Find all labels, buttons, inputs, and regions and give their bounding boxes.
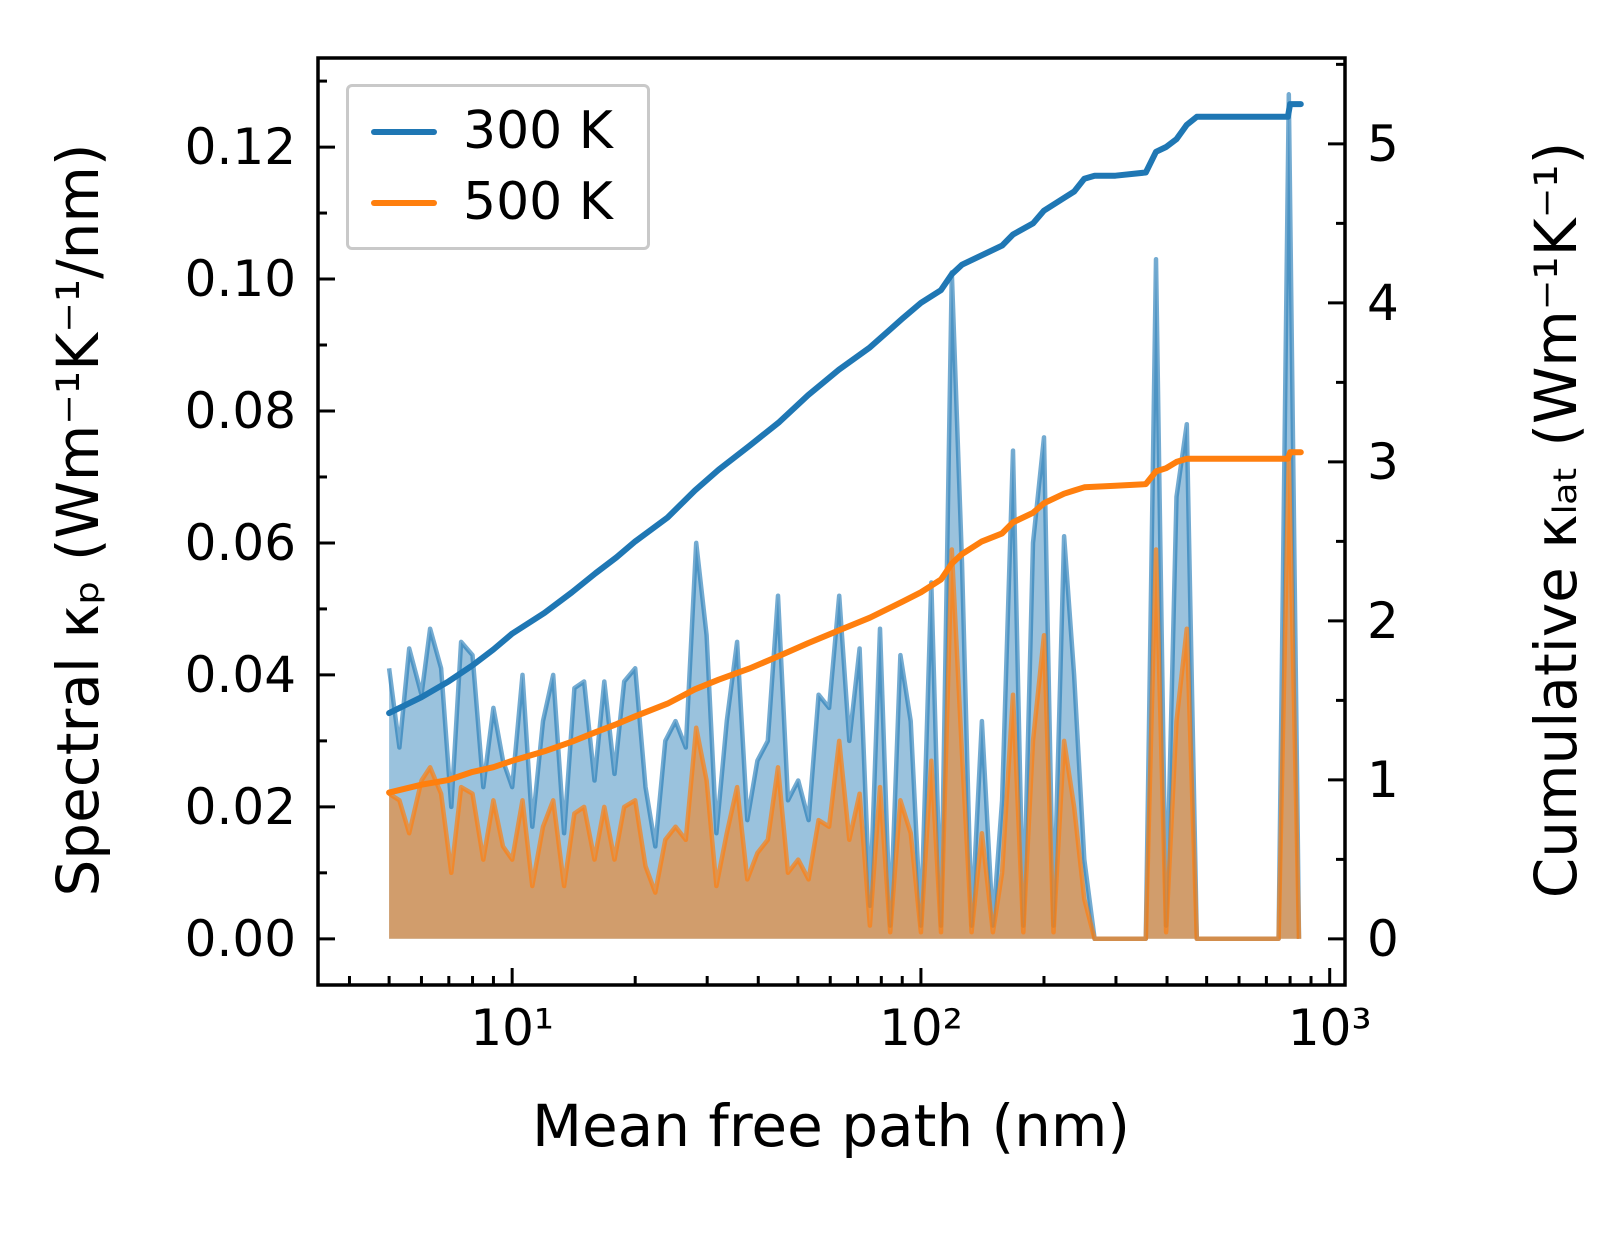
y-right-tick-label: 1: [1367, 751, 1399, 809]
legend-line-300k-icon: [371, 128, 437, 135]
y-right-tick-label: 2: [1367, 592, 1399, 650]
legend-entry-300k: 300 K: [371, 101, 613, 161]
legend-label-500k: 500 K: [463, 172, 613, 233]
legend-entry-500k: 500 K: [371, 172, 613, 233]
plot-data-layer: [386, 92, 1304, 942]
y-left-tick-label: 0.12: [185, 118, 296, 176]
y-axis-label-right: Cumulative κₗₐₜ (Wm⁻¹K⁻¹): [1522, 141, 1590, 899]
legend-label-300k: 300 K: [463, 101, 613, 161]
tick-labels: 10¹ 10² 10³ 0.00 0.02 0.04 0.06 0.08 0.10 0.12 0 1 2…: [185, 115, 1399, 1057]
y-left-tick-label: 0.08: [185, 382, 296, 440]
legend: 300 K 500 K: [346, 84, 650, 251]
y-left-tick-label: 0.10: [185, 250, 296, 308]
cumulative-line-300k: [386, 101, 1304, 717]
x-axis-label: Mean free path (nm): [531, 1092, 1131, 1160]
x-tick-label: 10²: [879, 999, 963, 1057]
x-tick-label: 10¹: [470, 999, 554, 1057]
x-tick-label: 10³: [1288, 999, 1372, 1057]
y-axis-label-left: Spectral κₚ (Wm⁻¹K⁻¹/nm): [44, 143, 112, 897]
legend-line-500k-icon: [371, 199, 437, 206]
y-left-tick-label: 0.02: [185, 778, 296, 836]
y-right-tick-label: 5: [1367, 115, 1399, 173]
spectral-line-500k: [387, 454, 1302, 942]
y-right-tick-label: 0: [1367, 910, 1399, 968]
y-right-tick-label: 4: [1367, 274, 1399, 332]
y-left-tick-label: 0.04: [185, 646, 296, 704]
y-right-tick-label: 3: [1367, 433, 1399, 491]
y-left-tick-label: 0.06: [185, 514, 296, 572]
cumulative-line-500k: [386, 449, 1304, 796]
y-left-tick-label: 0.00: [185, 910, 296, 968]
spectral-area-300k: [389, 94, 1300, 939]
spectral-area-500k: [389, 457, 1300, 939]
axis-ticks: [318, 62, 1345, 985]
